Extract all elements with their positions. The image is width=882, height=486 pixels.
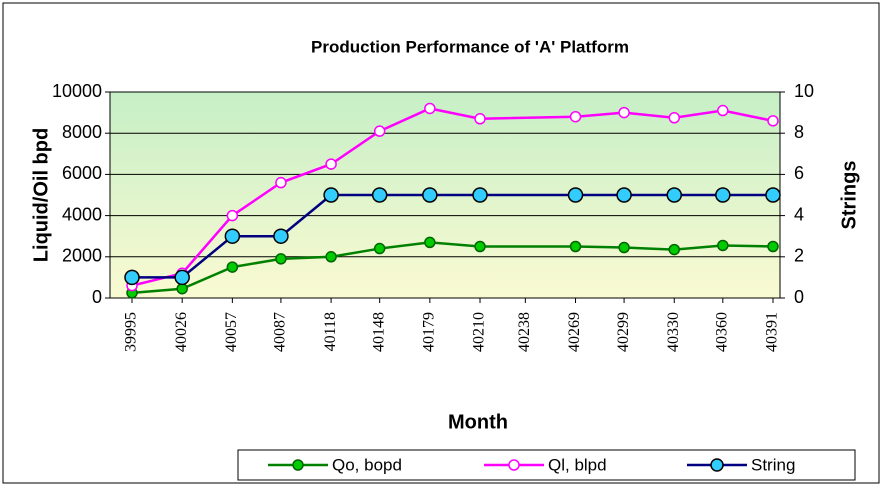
x-tick-label: 39995 (123, 312, 140, 352)
point (616, 187, 632, 203)
y2-tick-label: 4 (794, 204, 804, 224)
point (422, 187, 438, 203)
point (226, 261, 239, 273)
y2-tick-label: 0 (794, 287, 804, 307)
legend (237, 449, 856, 481)
y-tick-label: 6000 (62, 163, 102, 183)
x-tick-label: 40118 (322, 312, 339, 351)
legend-marker (710, 458, 724, 472)
point (765, 187, 781, 203)
y2-axis-label: Strings (838, 161, 860, 230)
x-tick-label: 40238 (516, 312, 533, 352)
point (424, 236, 436, 249)
y2-tick-label: 8 (794, 122, 804, 142)
x-tick-label: 40057 (223, 312, 240, 352)
x-tick-label: 40330 (665, 312, 682, 352)
point (715, 187, 731, 203)
x-tick-label: 40360 (713, 312, 730, 352)
point (666, 187, 683, 203)
point (325, 158, 337, 170)
point (717, 104, 729, 117)
point (474, 113, 486, 125)
point (717, 239, 729, 252)
point (325, 251, 337, 263)
y2-tick-label: 10 (794, 81, 814, 101)
y-tick-label: 2000 (62, 246, 102, 266)
point (275, 176, 287, 189)
point (373, 125, 386, 137)
y-tick-label: 4000 (62, 204, 102, 224)
point (569, 240, 582, 253)
x-tick-label: 40026 (173, 312, 190, 352)
y-tick-label: 10000 (52, 81, 102, 101)
x-axis-label: Month (448, 411, 508, 433)
legend-marker (292, 459, 304, 471)
legend-marker (508, 459, 520, 471)
point (668, 243, 681, 256)
point (174, 269, 190, 286)
point (323, 187, 339, 203)
legend-label: Ql, blpd (548, 455, 607, 474)
point (567, 187, 584, 203)
point (273, 228, 289, 244)
point (373, 242, 386, 255)
point (124, 269, 140, 286)
y-axis-label: Liquid/Oil bpd (30, 128, 52, 262)
point (668, 112, 681, 124)
y2-tick-label: 2 (794, 246, 804, 266)
x-tick-label: 40391 (764, 312, 781, 352)
point (371, 187, 388, 203)
y-tick-label: 0 (92, 287, 102, 307)
point (767, 115, 779, 127)
point (472, 187, 488, 203)
point (618, 106, 630, 119)
y-tick-label: 8000 (62, 122, 102, 142)
y2-tick-label: 6 (794, 163, 804, 183)
x-tick-label: 40299 (615, 312, 632, 352)
point (424, 102, 436, 115)
legend-label: String (751, 455, 795, 474)
point (767, 240, 779, 253)
point (226, 209, 239, 222)
point (618, 241, 630, 254)
point (474, 240, 486, 253)
x-tick-label: 40179 (421, 312, 438, 352)
x-tick-label: 40087 (272, 312, 289, 352)
legend-label: Qo, bopd (332, 455, 402, 474)
chart-title: Production Performance of 'A' Platform (311, 37, 629, 56)
point (275, 253, 287, 265)
point (176, 282, 188, 295)
point (224, 228, 241, 244)
x-tick-label: 40210 (471, 312, 488, 352)
x-tick-label: 40269 (566, 312, 583, 352)
point (569, 110, 582, 123)
x-tick-label: 40148 (370, 312, 387, 352)
